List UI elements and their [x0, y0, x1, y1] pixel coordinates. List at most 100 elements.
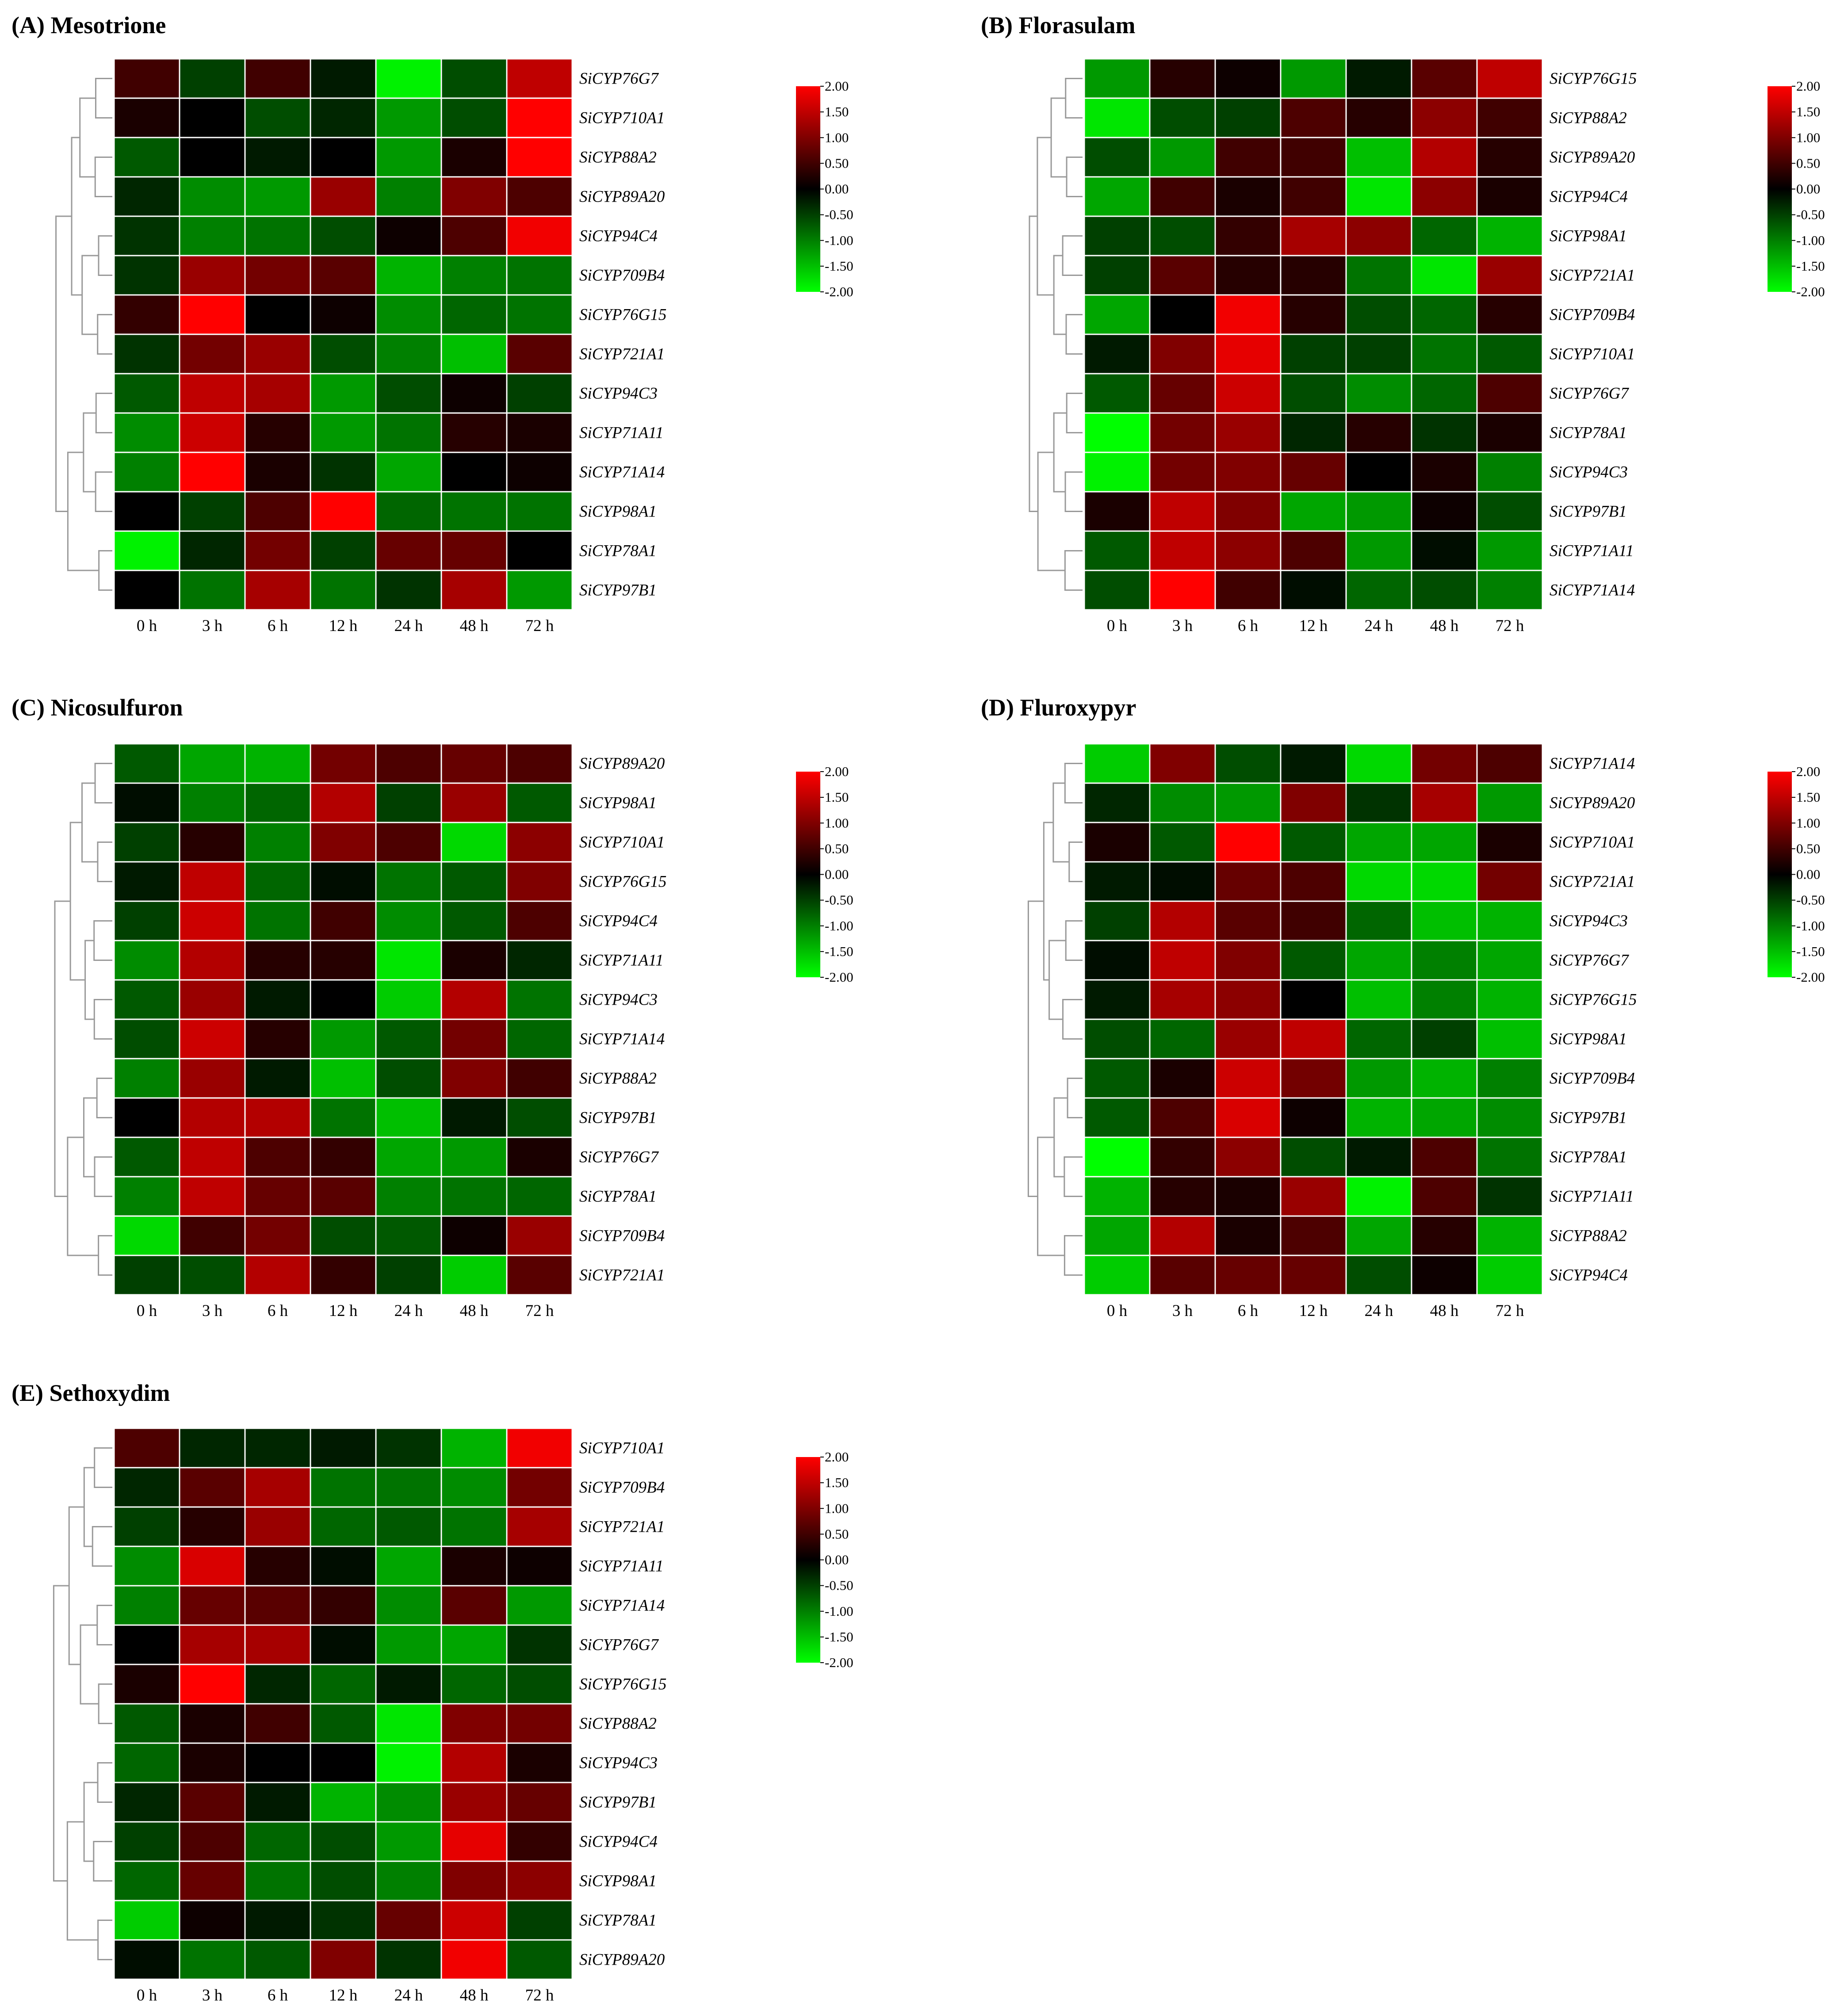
heatmap-cell — [179, 900, 246, 941]
heatmap-cell — [113, 333, 180, 375]
heatmap-cell — [440, 412, 508, 453]
heatmap-cell — [375, 1136, 442, 1178]
legend-tick-label: 1.50 — [1796, 789, 1820, 805]
heatmap-cell — [506, 1427, 573, 1469]
heatmap-cell — [440, 1545, 508, 1587]
gene-label: SiCYP94C4 — [579, 912, 658, 930]
gene-label: SiCYP94C3 — [579, 385, 658, 403]
gene-label: SiCYP89A20 — [1550, 149, 1635, 167]
heatmap-cell — [1214, 1018, 1282, 1060]
heatmap-cell — [1345, 491, 1412, 532]
heatmap-cell — [179, 215, 246, 256]
heatmap-cell — [113, 1742, 180, 1783]
gene-label: SiCYP94C4 — [579, 227, 658, 245]
heatmap-cell — [1345, 1058, 1412, 1099]
heatmap-cell — [440, 861, 508, 902]
heatmap-cell — [1280, 1058, 1347, 1099]
heatmap-cell — [310, 1939, 377, 1980]
heatmap-cell — [1083, 1058, 1151, 1099]
heatmap-cell — [440, 1782, 508, 1823]
heatmap-cell — [506, 1585, 573, 1626]
heatmap-cell — [375, 1176, 442, 1217]
heatmap-cell — [1345, 940, 1412, 981]
heatmap-cell — [179, 1176, 246, 1217]
time-tick-label: 12 h — [329, 617, 358, 635]
heatmap-cell — [1476, 782, 1543, 823]
heatmap-cell — [506, 1742, 573, 1783]
time-tick-label: 24 h — [1365, 1302, 1393, 1320]
heatmap-cell — [113, 137, 180, 178]
gene-label: SiCYP76G7 — [579, 1148, 659, 1167]
heatmap-cell — [244, 1585, 311, 1626]
heatmap-cell — [1476, 1255, 1543, 1296]
heatmap-cell — [179, 1506, 246, 1547]
heatmap-cell — [179, 570, 246, 611]
time-tick-label: 6 h — [1238, 1302, 1259, 1320]
legend-tick-label: -1.50 — [825, 1629, 853, 1645]
heatmap-cell — [179, 1782, 246, 1823]
heatmap-cell — [1476, 861, 1543, 902]
heatmap-cell — [1083, 176, 1151, 217]
time-tick-label: 12 h — [329, 1986, 358, 2004]
heatmap-cell — [1345, 215, 1412, 256]
heatmap-cell — [1280, 1255, 1347, 1296]
gene-label: SiCYP78A1 — [1550, 424, 1627, 442]
heatmap-cell — [244, 255, 311, 296]
heatmap-cell — [1345, 861, 1412, 902]
legend-tick-label: -0.50 — [825, 1578, 853, 1593]
heatmap-cell — [1411, 137, 1478, 178]
heatmap-cell — [179, 58, 246, 99]
heatmap-cell — [1083, 451, 1151, 493]
heatmap-cell — [244, 1624, 311, 1665]
gene-label: SiCYP78A1 — [579, 1912, 657, 1930]
heatmap-cell — [1280, 1018, 1347, 1060]
heatmap-cell — [179, 1467, 246, 1508]
heatmap-cell — [244, 979, 311, 1020]
heatmap-cell — [1345, 137, 1412, 178]
heatmap-cell — [1411, 373, 1478, 414]
heatmap-cell — [244, 1136, 311, 1178]
heatmap-cell — [1476, 1018, 1543, 1060]
heatmap-cell — [310, 861, 377, 902]
heatmap-cell — [506, 373, 573, 414]
heatmap-cell — [113, 215, 180, 256]
heatmap-cell — [1476, 294, 1543, 335]
heatmap-cell — [506, 1136, 573, 1178]
heatmap-cell — [1476, 530, 1543, 571]
heatmap-cell — [179, 1018, 246, 1060]
gene-label: SiCYP78A1 — [1550, 1148, 1627, 1167]
heatmap-cell — [1280, 58, 1347, 99]
heatmap-panel-3: (C) Nicosulfuron SiCYP89A20 SiCYP98A1 SiCYP… — [11, 694, 853, 1320]
heatmap-cell — [506, 743, 573, 784]
heatmap-cell — [179, 1860, 246, 1901]
time-tick-label: 24 h — [394, 1302, 423, 1320]
heatmap-cell — [1280, 255, 1347, 296]
heatmap-cell — [1083, 900, 1151, 941]
heatmap-cell — [1476, 900, 1543, 941]
heatmap-cell — [113, 1506, 180, 1547]
heatmap-cell — [375, 1467, 442, 1508]
heatmap-cell — [310, 743, 377, 784]
heatmap-cell — [1476, 97, 1543, 138]
heatmap-cell — [1083, 58, 1151, 99]
heatmap-cell — [113, 255, 180, 296]
heatmap-cell — [1083, 491, 1151, 532]
heatmap-cell — [440, 900, 508, 941]
heatmap-cell — [440, 822, 508, 863]
heatmap-cell — [113, 1703, 180, 1744]
heatmap-cell — [244, 1703, 311, 1744]
legend-tick-label: 0.00 — [825, 1552, 849, 1568]
heatmap-cell — [244, 782, 311, 823]
heatmap-cell — [375, 1664, 442, 1705]
heatmap-cell — [310, 570, 377, 611]
time-tick-label: 24 h — [394, 617, 423, 635]
heatmap-cell — [244, 530, 311, 571]
heatmap-cell — [310, 979, 377, 1020]
gene-label: SiCYP71A11 — [1550, 1188, 1634, 1206]
legend-tick-label: -2.00 — [1796, 284, 1825, 299]
heatmap-cell — [506, 97, 573, 138]
heatmap-cell — [244, 373, 311, 414]
gene-label: SiCYP98A1 — [579, 503, 657, 521]
heatmap-cell — [440, 1136, 508, 1178]
heatmap-cell — [1476, 58, 1543, 99]
